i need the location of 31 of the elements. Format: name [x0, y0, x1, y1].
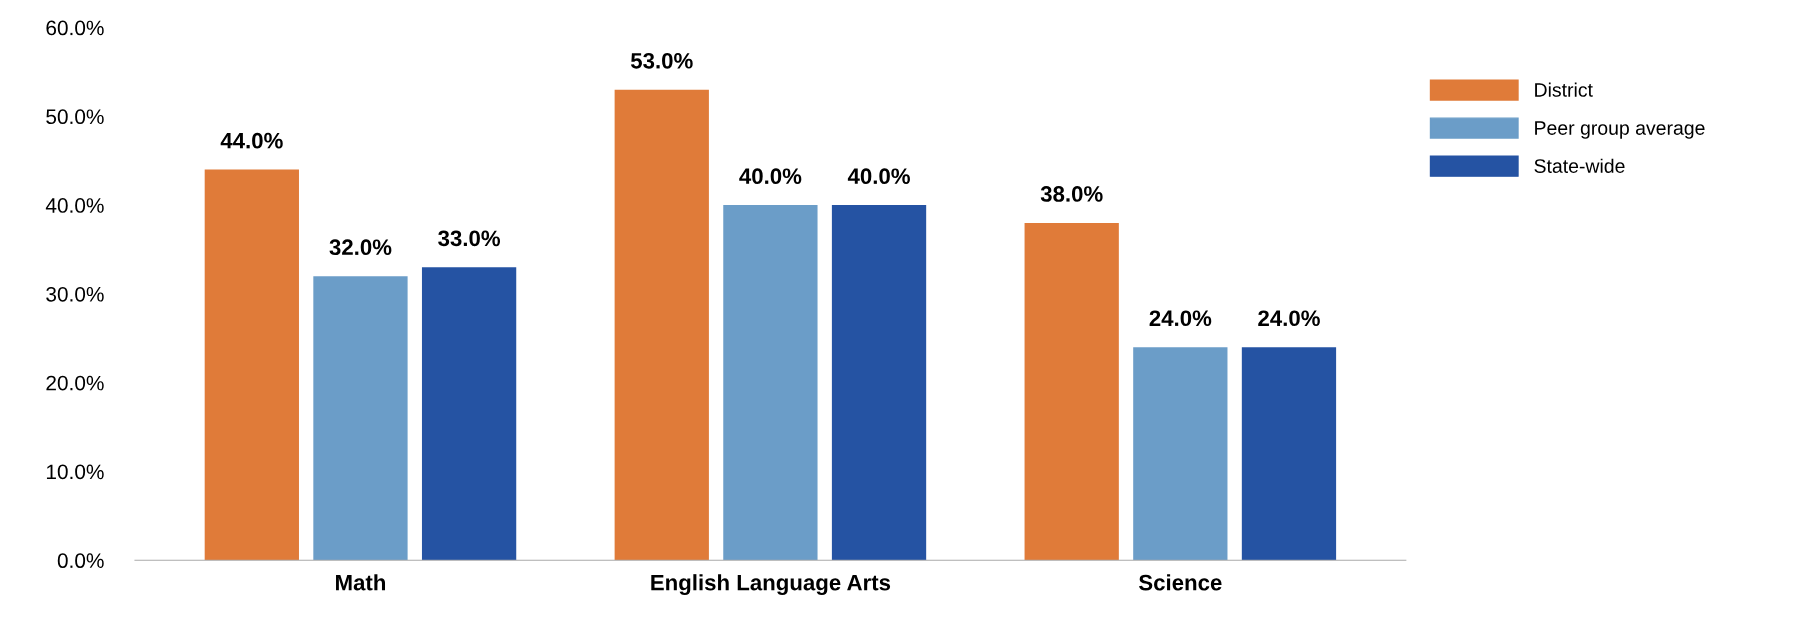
- y-tick-label: 60.0%: [46, 20, 104, 36]
- legend-label: Peer group average: [1535, 121, 1705, 139]
- y-tick-label: 40.0%: [45, 198, 104, 213]
- data-label: 40.0%: [847, 168, 910, 185]
- y-tick-label: 10.0%: [46, 464, 104, 480]
- bar: [313, 276, 408, 561]
- bar: [204, 169, 299, 561]
- y-tick-label: 0.0%: [57, 553, 104, 569]
- data-label: 40.0%: [739, 168, 802, 185]
- data-label: 33.0%: [438, 230, 501, 247]
- bar: [1241, 347, 1337, 561]
- y-tick-label: 30.0%: [46, 286, 104, 302]
- bar: [723, 205, 818, 561]
- legend-label: District: [1535, 82, 1593, 97]
- data-label: 44.0%: [220, 132, 283, 149]
- data-label: 53.0%: [630, 52, 693, 69]
- y-tick-label: 50.0%: [46, 109, 104, 125]
- x-tick-label: Math: [336, 574, 386, 591]
- x-tick-label: Science: [1138, 574, 1222, 591]
- y-tick-label: 20.0%: [46, 375, 104, 391]
- bar: [614, 89, 709, 561]
- data-label: 38.0%: [1040, 186, 1103, 202]
- data-label: 32.0%: [329, 239, 392, 256]
- bar: [831, 205, 927, 561]
- bar: [421, 267, 517, 561]
- bar: [1133, 347, 1228, 561]
- data-label: 24.0%: [1258, 310, 1320, 327]
- legend-label: State-wide: [1534, 158, 1625, 173]
- x-tick-label: English Language Arts: [651, 574, 891, 595]
- bar: [1024, 222, 1119, 561]
- data-label: 24.0%: [1149, 310, 1212, 327]
